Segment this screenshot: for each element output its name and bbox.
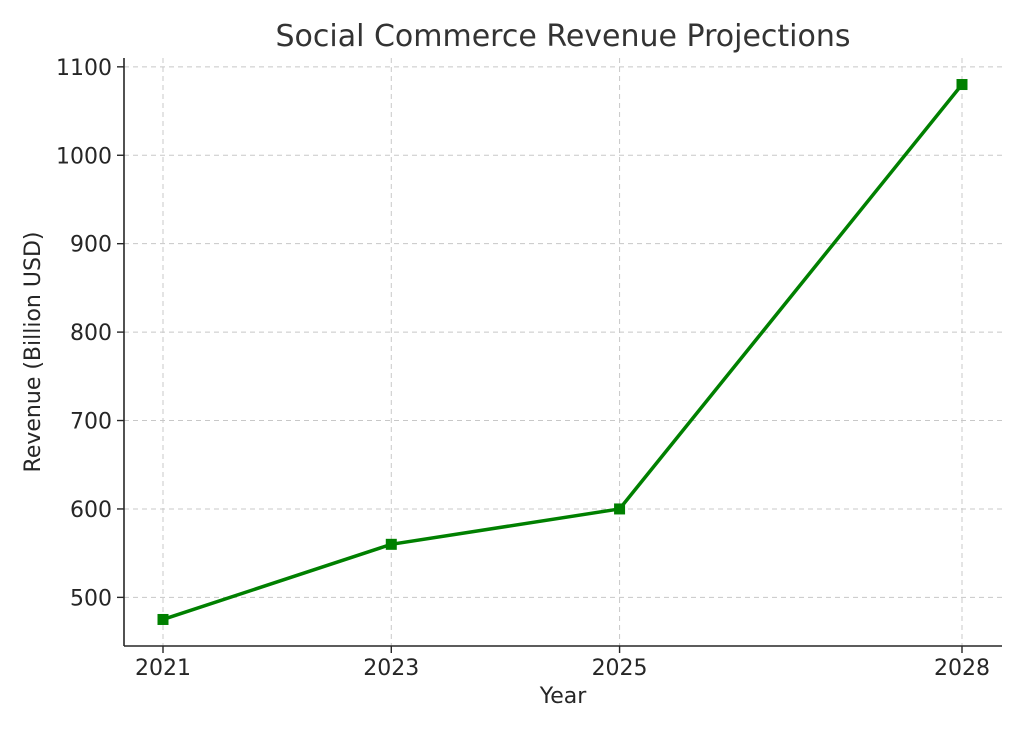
- data-point-marker: [956, 79, 968, 91]
- y-tick-label: 600: [70, 498, 112, 523]
- y-tick-label: 700: [70, 410, 112, 435]
- grid: [124, 58, 1002, 646]
- x-ticks: 2021 2023 2025 2028: [135, 646, 990, 681]
- y-axis-label: Revenue (Billion USD): [21, 232, 46, 473]
- series-line: [161, 82, 964, 622]
- x-tick-label: 2025: [592, 656, 648, 681]
- x-tick-label: 2028: [934, 656, 990, 681]
- data-point-marker: [614, 503, 626, 515]
- axes: [123, 58, 1002, 647]
- chart-title: Social Commerce Revenue Projections: [275, 19, 850, 54]
- series: [157, 79, 968, 625]
- x-tick-label: 2023: [363, 656, 419, 681]
- y-ticks: 500 600 700 800 900 1000 1100: [56, 56, 124, 611]
- y-tick-label: 900: [70, 233, 112, 258]
- y-tick-label: 1000: [56, 144, 112, 169]
- data-point-marker: [385, 538, 397, 550]
- data-point-marker: [157, 613, 169, 625]
- x-tick-label: 2021: [135, 656, 191, 681]
- x-axis-label: Year: [539, 684, 588, 709]
- y-tick-label: 500: [70, 586, 112, 611]
- y-tick-label: 800: [70, 321, 112, 346]
- y-tick-label: 1100: [56, 56, 112, 81]
